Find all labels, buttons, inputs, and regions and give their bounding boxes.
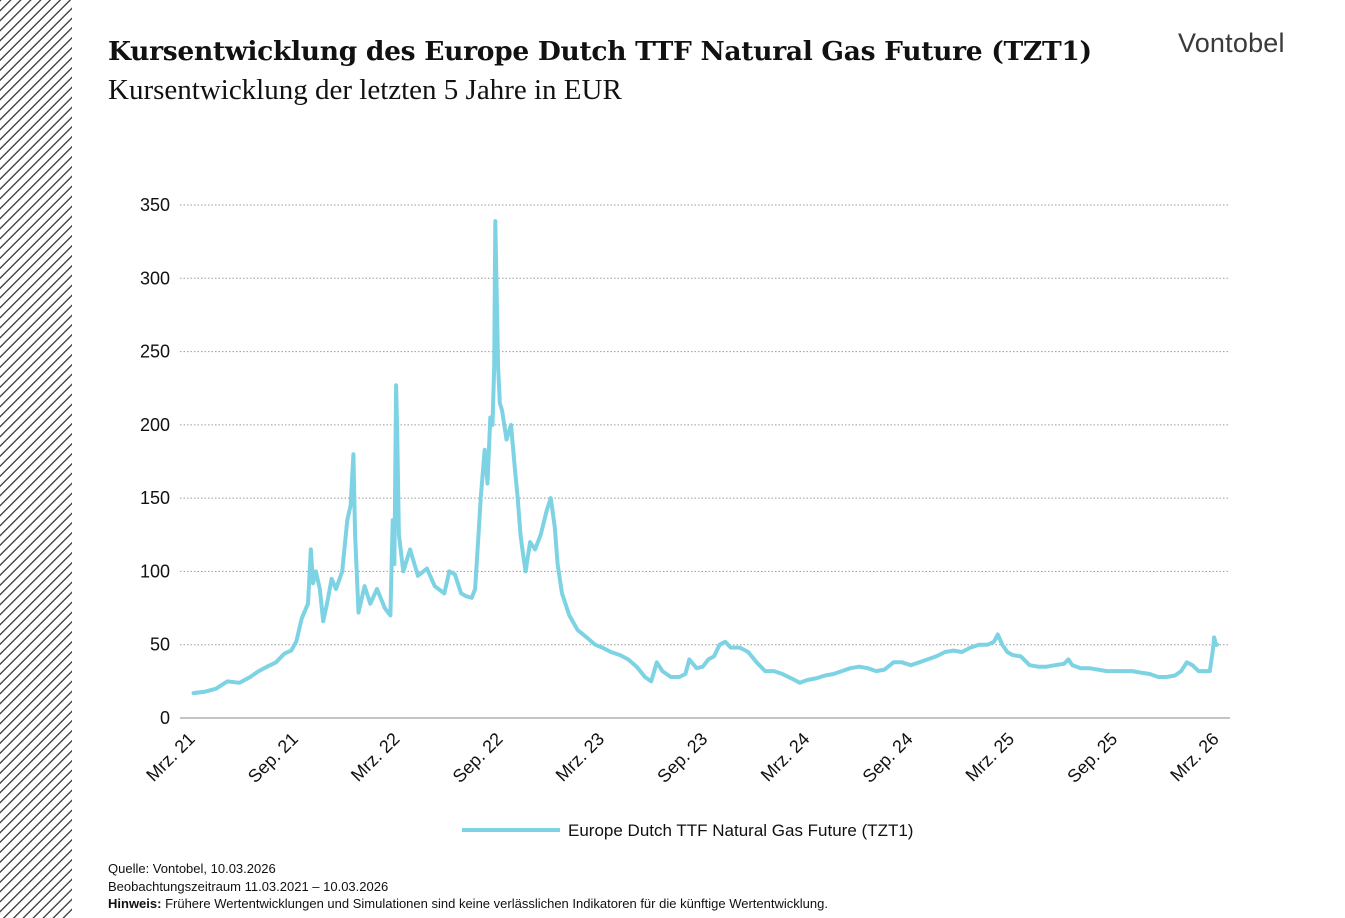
x-tick-label: Sep. 22 <box>449 729 507 787</box>
x-tick-label: Sep. 23 <box>653 729 711 787</box>
y-tick-label: 0 <box>160 708 170 728</box>
x-tick-label: Mrz. 22 <box>347 729 404 786</box>
disclaimer: Hinweis: Frühere Wertentwicklungen und S… <box>108 895 828 913</box>
grid-lines <box>180 204 1230 719</box>
legend-label: Europe Dutch TTF Natural Gas Future (TZT… <box>568 821 913 840</box>
disclaimer-label: Hinweis: <box>108 896 162 911</box>
hatched-side-band <box>0 0 72 918</box>
vontobel-logo: Vontobel <box>1178 28 1285 58</box>
x-tick-label: Sep. 25 <box>1063 729 1121 787</box>
chart-subtitle: Kursentwicklung der letzten 5 Jahre in E… <box>108 74 622 106</box>
legend: Europe Dutch TTF Natural Gas Future (TZT… <box>462 821 913 840</box>
x-tick-label: Sep. 24 <box>859 729 917 787</box>
y-tick-label: 300 <box>140 268 170 288</box>
x-tick-label: Sep. 21 <box>244 729 302 787</box>
y-tick-label: 200 <box>140 415 170 435</box>
y-tick-label: 350 <box>140 195 170 215</box>
series-line-ttf <box>191 219 1219 696</box>
x-tick-label: Mrz. 25 <box>962 729 1019 786</box>
source-note: Quelle: Vontobel, 10.03.2026 <box>108 861 276 876</box>
y-tick-label: 250 <box>140 342 170 362</box>
y-tick-label: 150 <box>140 488 170 508</box>
y-tick-label: 100 <box>140 561 170 581</box>
y-tick-label: 50 <box>150 635 170 655</box>
x-axis-ticks: Mrz. 21 Sep. 21 Mrz. 22 Sep. 22 Mrz. 23 Sep. … <box>142 729 1223 787</box>
x-tick-label: Mrz. 24 <box>757 729 814 786</box>
footer: Quelle: Vontobel, 10.03.2026 Beobachtung… <box>108 860 828 913</box>
chart-title: Kursentwicklung des Europe Dutch TTF Nat… <box>108 36 1092 67</box>
disclaimer-text: Frühere Wertentwicklungen und Simulation… <box>161 896 828 911</box>
x-tick-label: Mrz. 23 <box>552 729 609 786</box>
observation-period: Beobachtungszeitraum 11.03.2021 – 10.03.… <box>108 878 389 894</box>
y-axis-ticks: 0 50 100 150 200 250 300 350 <box>140 195 170 728</box>
x-tick-label: Mrz. 26 <box>1166 729 1223 786</box>
x-tick-label: Mrz. 21 <box>142 729 199 786</box>
